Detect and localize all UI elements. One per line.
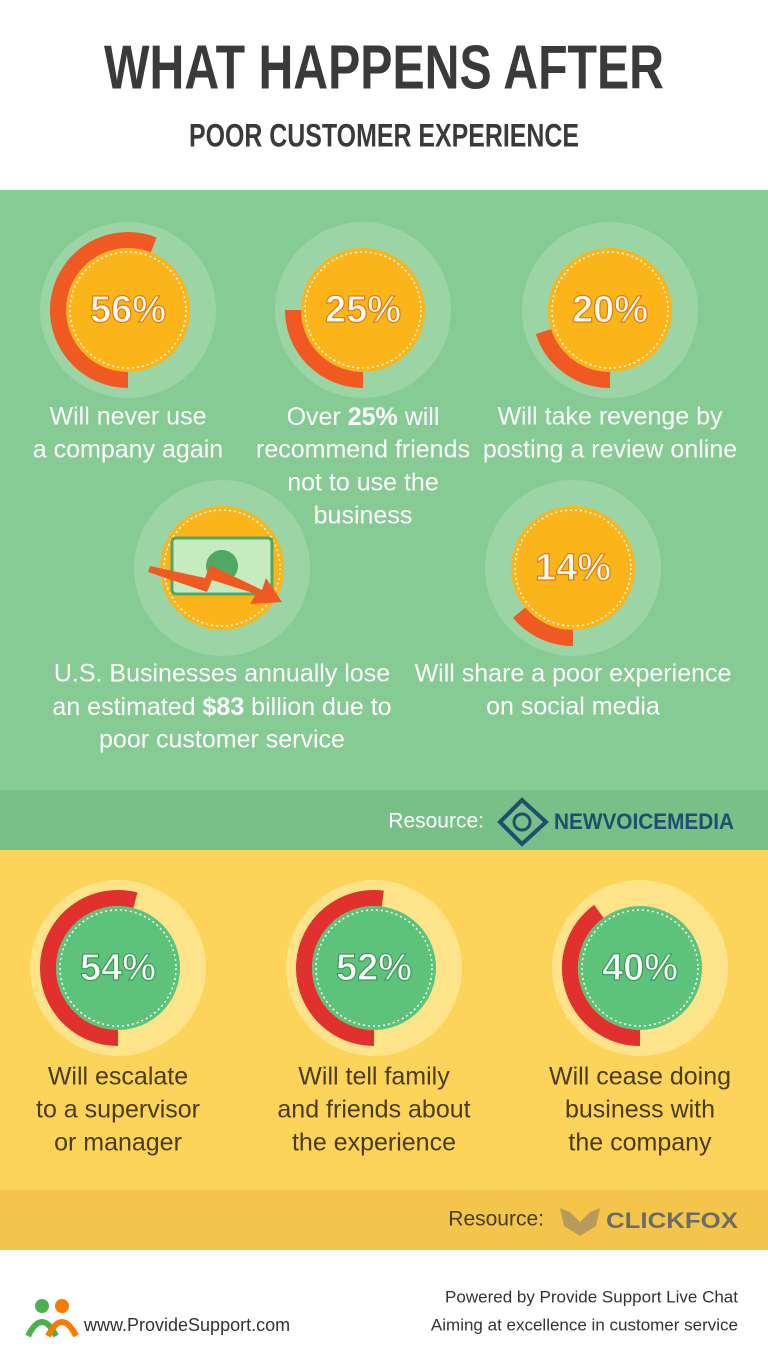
subtitle: POOR CUSTOMER EXPERIENCE: [189, 117, 579, 153]
dotted-ring: [69, 251, 187, 369]
caption-line: posting a review online: [483, 436, 737, 464]
percent-label: 20%: [572, 289, 648, 331]
money-icon: [134, 480, 310, 656]
footer-line: Aiming at excellence in customer service: [431, 1315, 738, 1334]
caption-line: Will never use: [50, 403, 207, 431]
caption-line: poor customer service: [99, 726, 345, 754]
ring-disk: [312, 906, 436, 1030]
caption-line: and friends about: [277, 1096, 470, 1124]
percent-label: 14%: [535, 547, 611, 589]
caption-line: to a supervisor: [36, 1096, 200, 1124]
resource-name: NEWVOICEMEDIA: [554, 809, 734, 834]
caption-part: will: [398, 403, 440, 431]
percent-arc: [50, 232, 157, 388]
caption-line: Over 25% will: [287, 403, 440, 431]
percent-arc: [535, 328, 611, 388]
caption-line: an estimated $83 billion due to: [52, 693, 391, 721]
ring-disk: [301, 248, 425, 372]
dotted-ring: [304, 251, 422, 369]
ring-disk: [578, 906, 702, 1030]
caption-line: the experience: [292, 1129, 456, 1157]
dotted-ring: [581, 909, 699, 1027]
ring-disk: [511, 506, 635, 630]
caption-line: U.S. Businesses annually lose: [54, 660, 390, 688]
caption-part: billion due to: [244, 693, 391, 721]
caption-line: Will take revenge by: [497, 403, 723, 431]
percent-arc: [512, 607, 574, 646]
percent-arc: [562, 904, 641, 1046]
caption-line: recommend friends: [256, 436, 470, 464]
caption-line: a company again: [33, 436, 223, 464]
resource-label: Resource:: [448, 1208, 544, 1231]
caption-line: on social media: [486, 693, 660, 721]
percent-label: 40%: [602, 947, 678, 989]
dotted-ring: [315, 909, 433, 1027]
resource-name: CLICKFOX: [606, 1208, 738, 1233]
caption-line: not to use the: [287, 469, 439, 497]
ring-disk: [66, 248, 190, 372]
percent-label: 52%: [336, 947, 412, 989]
caption-line: the company: [568, 1129, 712, 1157]
footer-line: Powered by Provide Support Live Chat: [445, 1287, 738, 1306]
caption-part: 25%: [348, 403, 398, 431]
caption-line: Will tell family: [298, 1063, 450, 1091]
caption-line: business with: [565, 1096, 715, 1124]
title: WHAT HAPPENS AFTER: [104, 33, 664, 102]
caption-part: an estimated: [52, 693, 202, 721]
percent-label: 25%: [325, 289, 401, 331]
dotted-ring: [551, 251, 669, 369]
dotted-ring: [514, 509, 632, 627]
caption-line: or manager: [54, 1129, 182, 1157]
clickfox-logo: [560, 1208, 600, 1236]
percent-arc: [40, 890, 138, 1046]
percent-label: 56%: [90, 289, 166, 331]
caption-line: Will cease doing: [549, 1063, 731, 1091]
percent-arc: [296, 890, 384, 1046]
caption-part: Over: [287, 403, 348, 431]
green-resource-bg: [0, 790, 768, 850]
percent-label: 54%: [80, 947, 156, 989]
percent-arc: [285, 309, 364, 388]
providesupport-logo: [25, 1299, 79, 1338]
footer-bg: [0, 1250, 768, 1367]
yellow-resource-bg: [0, 1190, 768, 1250]
ring-disk: [548, 248, 672, 372]
dotted-ring: [59, 909, 177, 1027]
caption-line: business: [314, 502, 413, 530]
header-bg: [0, 0, 768, 190]
resource-label: Resource:: [388, 810, 484, 833]
caption-line: Will share a poor experience: [415, 660, 732, 688]
ring-disk: [56, 906, 180, 1030]
caption-line: Will escalate: [48, 1063, 188, 1091]
caption-part: $83: [203, 693, 245, 721]
footer-url: www.ProvideSupport.com: [83, 1315, 290, 1335]
newvoicemedia-logo: [497, 797, 549, 847]
